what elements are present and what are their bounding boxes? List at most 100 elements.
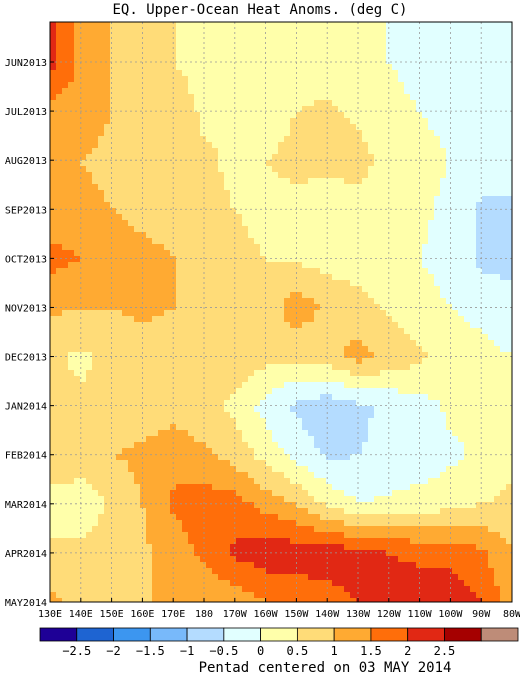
heatmap-cell bbox=[176, 64, 183, 71]
heatmap-cell bbox=[308, 226, 315, 233]
heatmap-cell bbox=[56, 214, 63, 221]
heatmap-cell bbox=[440, 370, 447, 377]
heatmap-cell bbox=[134, 220, 141, 227]
heatmap-cell bbox=[374, 202, 381, 209]
heatmap-cell bbox=[320, 316, 327, 323]
heatmap-cell bbox=[116, 202, 123, 209]
heatmap-cell bbox=[104, 46, 111, 53]
heatmap-cell bbox=[344, 322, 351, 329]
heatmap-cell bbox=[158, 124, 165, 131]
heatmap-cell bbox=[362, 112, 369, 119]
heatmap-cell bbox=[302, 370, 309, 377]
heatmap-cell bbox=[326, 100, 333, 107]
heatmap-cell bbox=[380, 406, 387, 413]
heatmap-cell bbox=[224, 52, 231, 59]
heatmap-cell bbox=[254, 118, 261, 125]
heatmap-cell bbox=[182, 22, 189, 29]
heatmap-cell bbox=[98, 22, 105, 29]
heatmap-cell bbox=[200, 202, 207, 209]
heatmap-cell bbox=[68, 328, 75, 335]
heatmap-cell bbox=[218, 70, 225, 77]
heatmap-cell bbox=[110, 94, 117, 101]
heatmap-cell bbox=[488, 346, 495, 353]
heatmap-cell bbox=[98, 178, 105, 185]
heatmap-cell bbox=[296, 184, 303, 191]
heatmap-cell bbox=[452, 124, 459, 131]
heatmap-cell bbox=[236, 214, 243, 221]
heatmap-cell bbox=[458, 244, 465, 251]
heatmap-cell bbox=[332, 250, 339, 257]
heatmap-cell bbox=[350, 160, 357, 167]
heatmap-cell bbox=[476, 46, 483, 53]
heatmap-cell bbox=[194, 394, 201, 401]
heatmap-cell bbox=[380, 40, 387, 47]
heatmap-cell bbox=[320, 292, 327, 299]
heatmap-cell bbox=[134, 208, 141, 215]
heatmap-cell bbox=[134, 238, 141, 245]
heatmap-cell bbox=[206, 100, 213, 107]
heatmap-cell bbox=[224, 256, 231, 263]
heatmap-cell bbox=[278, 238, 285, 245]
heatmap-cell bbox=[332, 328, 339, 335]
heatmap-cell bbox=[476, 268, 483, 275]
heatmap-cell bbox=[302, 340, 309, 347]
heatmap-cell bbox=[338, 190, 345, 197]
heatmap-cell bbox=[164, 388, 171, 395]
heatmap-cell bbox=[452, 274, 459, 281]
heatmap-cell bbox=[326, 76, 333, 83]
heatmap-cell bbox=[446, 148, 453, 155]
heatmap-cell bbox=[290, 298, 297, 305]
heatmap-cell bbox=[98, 340, 105, 347]
heatmap-cell bbox=[278, 250, 285, 257]
heatmap-cell bbox=[374, 160, 381, 167]
heatmap-cell bbox=[302, 298, 309, 305]
heatmap-cell bbox=[494, 118, 501, 125]
heatmap-cell bbox=[140, 196, 147, 203]
heatmap-cell bbox=[326, 358, 333, 365]
heatmap-cell bbox=[356, 88, 363, 95]
heatmap-cell bbox=[56, 196, 63, 203]
heatmap-cell bbox=[494, 352, 501, 359]
heatmap-cell bbox=[92, 82, 99, 89]
heatmap-cell bbox=[452, 34, 459, 41]
heatmap-cell bbox=[158, 214, 165, 221]
heatmap-cell bbox=[104, 40, 111, 47]
heatmap-cell bbox=[494, 184, 501, 191]
heatmap-cell bbox=[290, 28, 297, 35]
heatmap-cell bbox=[212, 238, 219, 245]
heatmap-cell bbox=[50, 316, 57, 323]
heatmap-cell bbox=[362, 160, 369, 167]
heatmap-cell bbox=[224, 118, 231, 125]
heatmap-cell bbox=[326, 118, 333, 125]
heatmap-cell bbox=[206, 346, 213, 353]
heatmap-cell bbox=[320, 280, 327, 287]
heatmap-cell bbox=[410, 52, 417, 59]
heatmap-cell bbox=[368, 328, 375, 335]
heatmap-cell bbox=[260, 208, 267, 215]
heatmap-cell bbox=[392, 250, 399, 257]
heatmap-cell bbox=[212, 184, 219, 191]
heatmap-cell bbox=[80, 34, 87, 41]
heatmap-cell bbox=[320, 352, 327, 359]
heatmap-cell bbox=[422, 124, 429, 131]
heatmap-cell bbox=[296, 76, 303, 83]
heatmap-cell bbox=[320, 406, 327, 413]
heatmap-cell bbox=[494, 346, 501, 353]
heatmap-cell bbox=[146, 364, 153, 371]
heatmap-cell bbox=[56, 40, 63, 47]
heatmap-cell bbox=[200, 226, 207, 233]
heatmap-cell bbox=[194, 370, 201, 377]
heatmap-cell bbox=[350, 58, 357, 65]
heatmap-cell bbox=[368, 208, 375, 215]
heatmap-cell bbox=[260, 310, 267, 317]
heatmap-cell bbox=[302, 154, 309, 161]
heatmap-cell bbox=[452, 394, 459, 401]
heatmap-cell bbox=[374, 388, 381, 395]
heatmap-cell bbox=[488, 64, 495, 71]
heatmap-cell bbox=[158, 142, 165, 149]
heatmap-cell bbox=[206, 394, 213, 401]
heatmap-cell bbox=[350, 28, 357, 35]
heatmap-cell bbox=[218, 160, 225, 167]
heatmap-cell bbox=[374, 166, 381, 173]
heatmap-cell bbox=[488, 352, 495, 359]
